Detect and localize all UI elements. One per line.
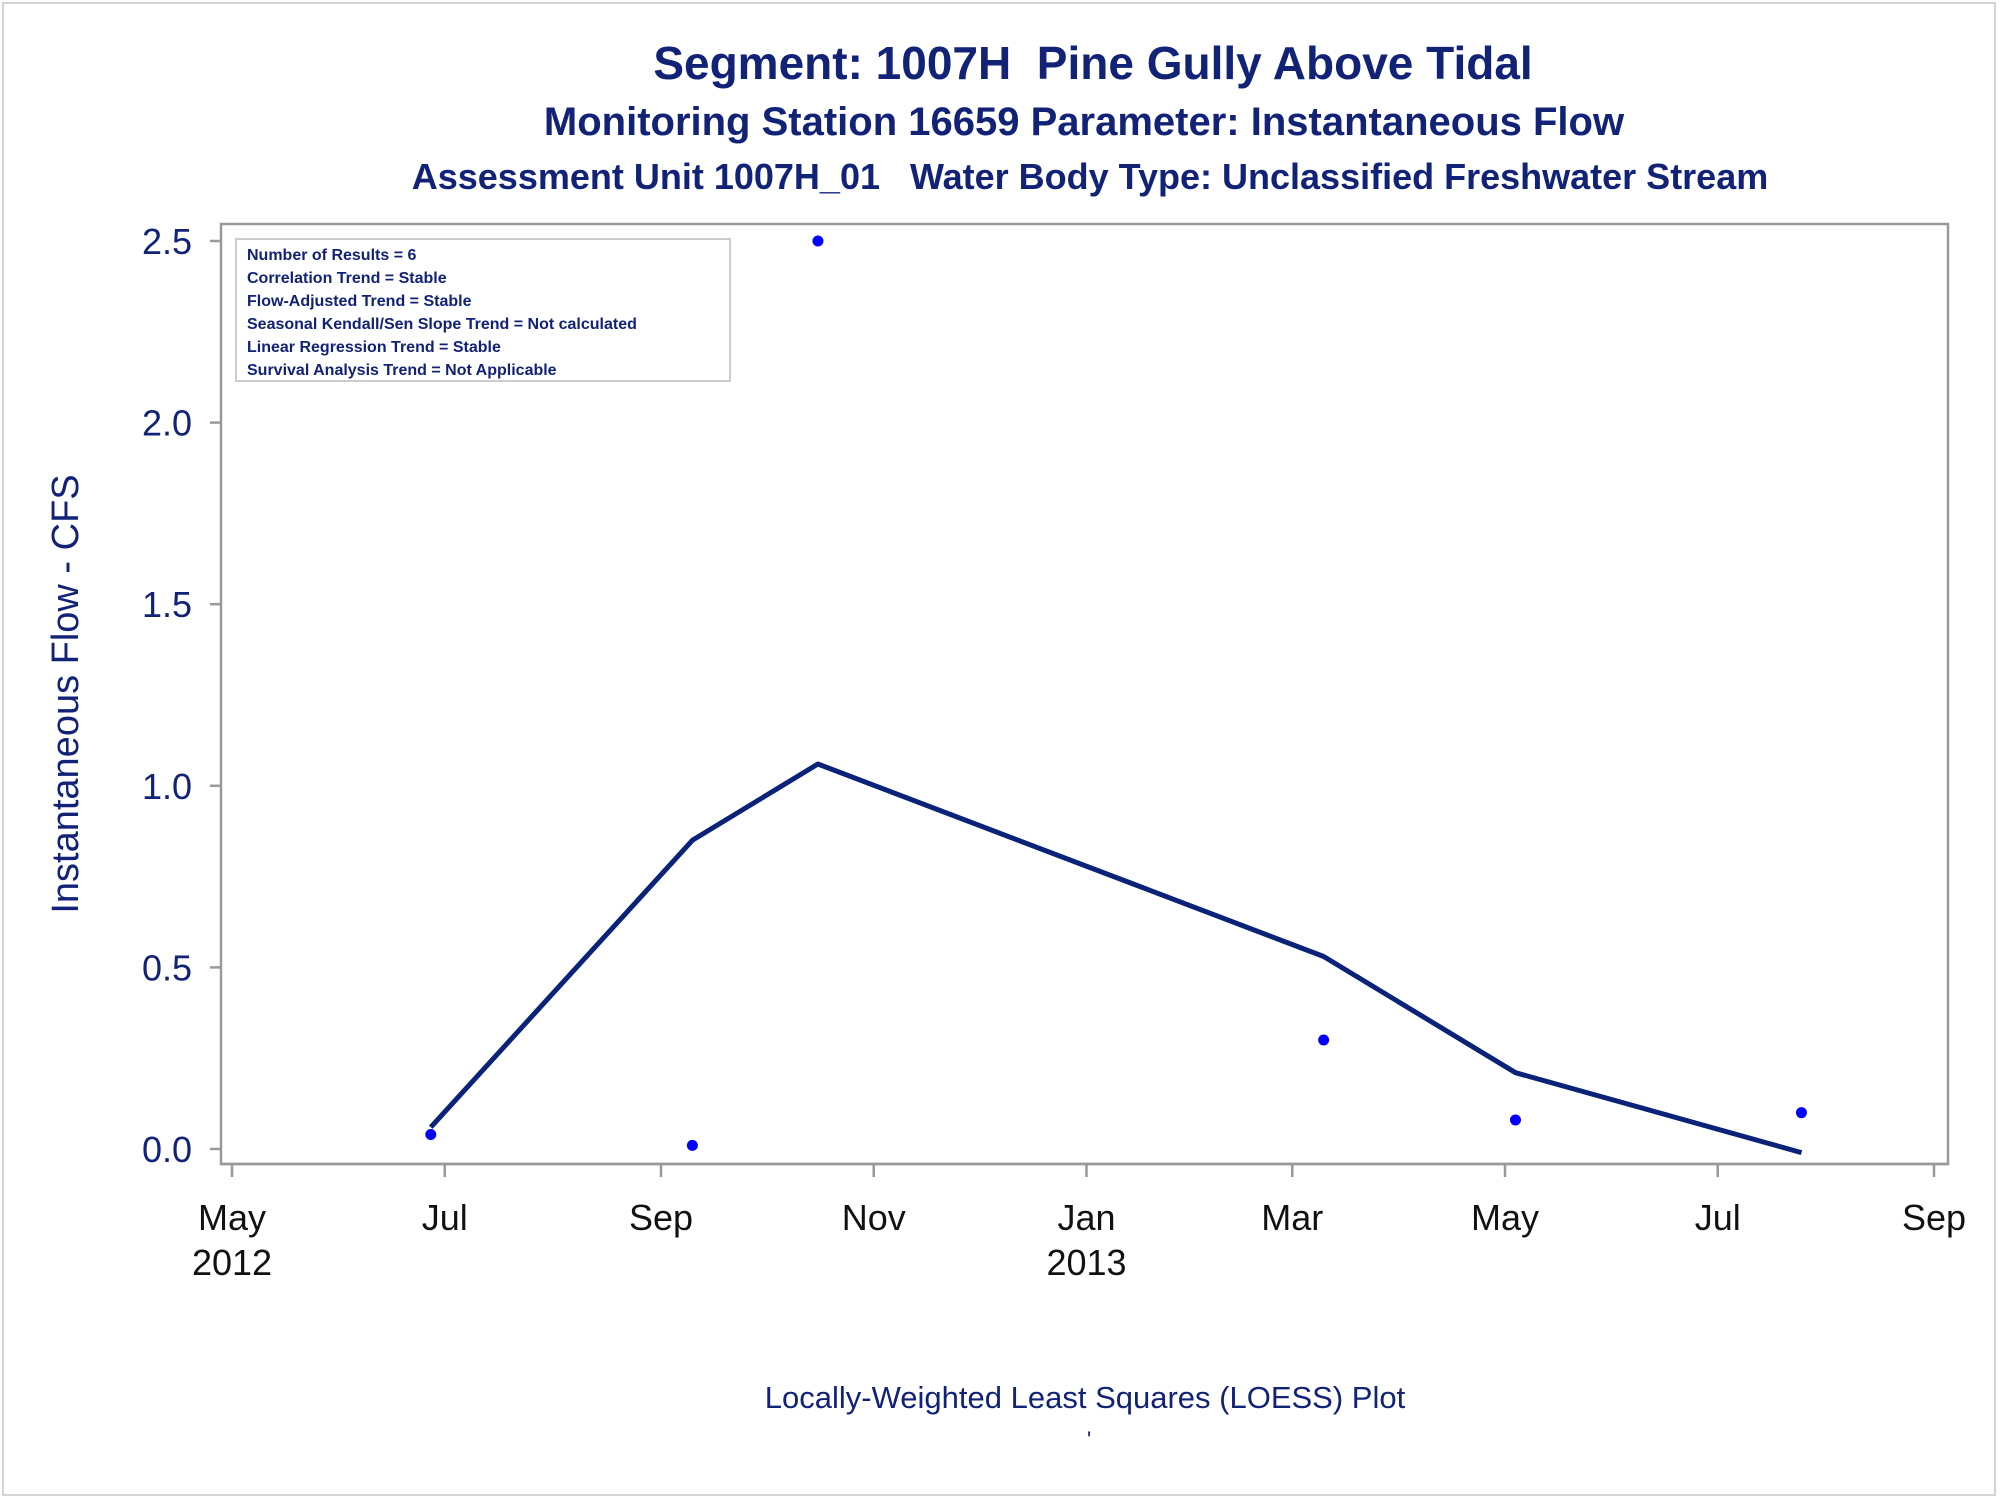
y-tick-label: 1.0 — [142, 766, 192, 807]
chart-subtitle: Monitoring Station 16659 Parameter: Inst… — [543, 100, 1625, 144]
data-point — [1795, 1107, 1807, 1119]
loess-line-layer — [428, 761, 1803, 1156]
x-tick-label: Jul — [1695, 1197, 1741, 1238]
stats-line-seasonal-kendall: Seasonal Kendall/Sen Slope Trend = Not c… — [247, 316, 637, 333]
y-tick-label: 0.5 — [142, 947, 192, 988]
stats-line-survival: Survival Analysis Trend = Not Applicable — [247, 362, 557, 379]
x-tick-year-label: 2012 — [192, 1242, 272, 1283]
data-point — [686, 1139, 698, 1151]
y-tick-label: 1.5 — [142, 584, 192, 625]
chart-title: Segment: 1007H Pine Gully Above Tidal — [653, 37, 1533, 89]
y-tick-label: 0.0 — [142, 1129, 192, 1170]
x-tick-label: May — [1471, 1197, 1539, 1238]
data-point — [1509, 1114, 1521, 1126]
x-tick-label: Jul — [422, 1197, 468, 1238]
data-point — [1318, 1034, 1330, 1046]
y-axis-label: Instantaneous Flow - CFS — [45, 474, 87, 913]
stats-line-correlation: Correlation Trend = Stable — [247, 270, 447, 287]
loess-line — [428, 761, 1803, 1156]
y-tick-label: 2.5 — [142, 221, 192, 262]
x-tick-label: Nov — [842, 1197, 906, 1238]
stats-line-results: Number of Results = 6 — [247, 247, 416, 264]
x-tick-label: Jan — [1057, 1197, 1115, 1238]
stats-box: Number of Results = 6 Correlation Trend … — [235, 238, 731, 382]
x-tick-year-label: 2013 — [1046, 1242, 1126, 1283]
chart-subtitle-2: Assessment Unit 1007H_01 Water Body Type… — [411, 156, 1769, 197]
x-tick-label: Sep — [1902, 1197, 1966, 1238]
x-tick-label: Mar — [1261, 1197, 1323, 1238]
x-tick-label: Sep — [629, 1197, 693, 1238]
x-tick-label: May — [198, 1197, 266, 1238]
stats-line-linear-regression: Linear Regression Trend = Stable — [247, 339, 501, 356]
y-tick-label: 2.0 — [142, 403, 192, 444]
data-points-layer — [425, 235, 1807, 1151]
footnote-mark: ' — [1087, 1427, 1092, 1452]
chart-footnote: Locally-Weighted Least Squares (LOESS) P… — [764, 1380, 1406, 1415]
stats-line-flow-adjusted: Flow-Adjusted Trend = Stable — [247, 293, 472, 310]
data-point — [812, 235, 824, 247]
data-point — [425, 1128, 437, 1140]
y-axis: 0.0 0.5 1.0 1.5 2.0 2.5 — [142, 221, 221, 1170]
